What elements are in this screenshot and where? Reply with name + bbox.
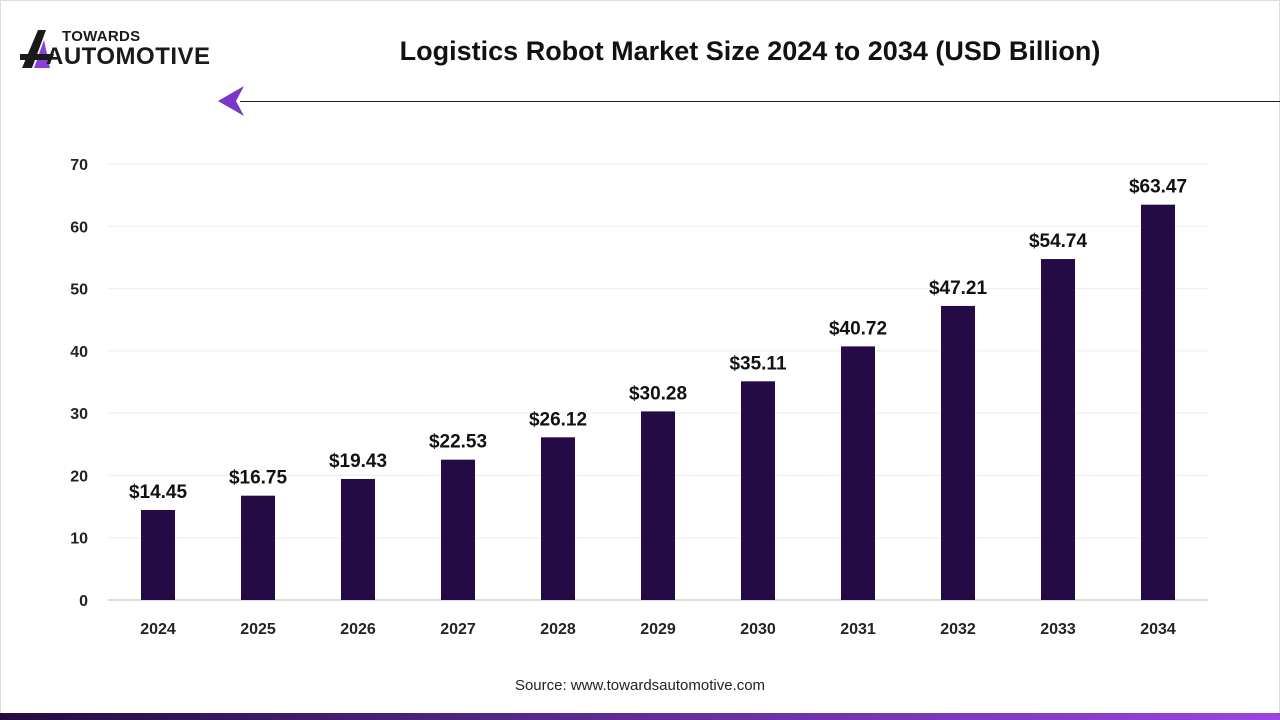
logo-mark-icon	[20, 30, 54, 68]
x-tick-label: 2025	[240, 621, 276, 638]
bar	[741, 381, 775, 600]
logo-text-bottom: AUTOMOTIVE	[46, 43, 211, 70]
bar	[141, 509, 175, 600]
bar	[241, 495, 275, 600]
bar	[541, 437, 575, 600]
data-label: $40.72	[829, 318, 887, 339]
bottom-gradient-bar	[0, 713, 1280, 720]
y-tick-label: 0	[79, 593, 88, 610]
y-tick-label: 60	[70, 219, 88, 236]
y-tick-label: 30	[70, 406, 88, 423]
x-tick-label: 2030	[740, 621, 776, 638]
chart-title: Logistics Robot Market Size 2024 to 2034…	[399, 36, 1101, 66]
data-label: $54.74	[1029, 231, 1088, 252]
y-tick-label: 10	[70, 531, 88, 548]
data-label: $22.53	[429, 432, 487, 453]
data-label: $16.75	[229, 468, 288, 489]
x-tick-label: 2024	[140, 621, 176, 638]
y-tick-label: 20	[70, 468, 88, 485]
data-label: $47.21	[929, 278, 988, 299]
bar	[1041, 259, 1075, 600]
header-divider	[240, 101, 1280, 102]
x-tick-label: 2027	[440, 621, 476, 638]
bar	[1141, 204, 1175, 600]
data-label: $30.28	[629, 383, 687, 404]
logo-text-top: TOWARDS	[62, 28, 141, 45]
bar	[641, 411, 675, 600]
x-tick-label: 2028	[540, 621, 576, 638]
logo: TOWARDS AUTOMOTIVE	[20, 28, 230, 72]
bar	[941, 305, 975, 600]
bar	[841, 346, 875, 600]
arrow-icon	[218, 86, 244, 116]
data-label: $26.12	[529, 409, 587, 430]
x-tick-label: 2029	[640, 621, 676, 638]
x-tick-label: 2033	[1040, 621, 1076, 638]
source-text: Source: www.towardsautomotive.com	[514, 677, 766, 694]
data-label: $19.43	[329, 451, 387, 472]
x-tick-label: 2032	[940, 621, 976, 638]
data-label: $35.11	[729, 353, 786, 374]
bar	[341, 478, 375, 600]
x-tick-label: 2031	[840, 621, 876, 638]
x-tick-label: 2034	[1140, 621, 1176, 638]
y-tick-label: 40	[70, 344, 88, 361]
data-label: $14.45	[129, 482, 188, 503]
x-tick-label: 2026	[340, 621, 376, 638]
y-tick-label: 70	[70, 157, 88, 174]
data-label: $63.47	[1129, 177, 1187, 198]
bar	[441, 459, 475, 600]
y-tick-label: 50	[70, 282, 88, 299]
